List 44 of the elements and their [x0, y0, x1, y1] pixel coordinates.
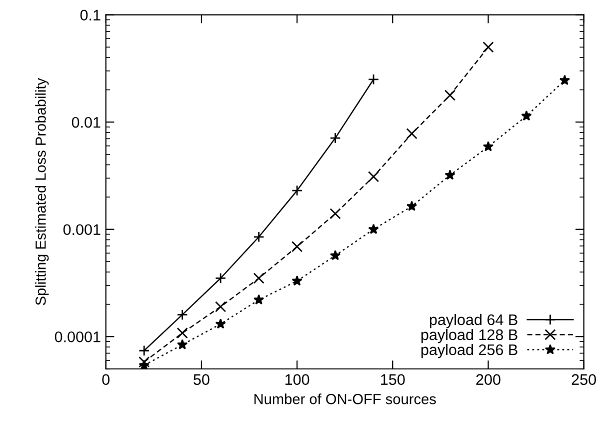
- x-tick-label: 0: [102, 374, 110, 385]
- point: [330, 250, 341, 260]
- x-axis-title: Number of ON-OFF sources: [254, 394, 436, 404]
- point: [215, 272, 226, 284]
- point: [253, 272, 264, 284]
- x-tick-label: 150: [381, 374, 405, 385]
- point: [368, 171, 380, 182]
- point: [292, 241, 303, 252]
- point: [177, 339, 188, 350]
- x-tick-label: 100: [285, 374, 310, 385]
- y-tick-label: 0.01: [72, 116, 100, 128]
- point: [176, 327, 188, 339]
- point: [444, 170, 456, 180]
- point: [138, 356, 150, 368]
- point: [521, 110, 532, 121]
- point: [482, 42, 494, 53]
- point: [292, 275, 302, 286]
- point: [406, 128, 418, 140]
- point: [559, 74, 570, 85]
- point: [368, 224, 379, 234]
- y-tick-label: 0.001: [63, 224, 100, 236]
- point: [368, 74, 380, 85]
- point: [138, 345, 150, 356]
- point: [138, 360, 150, 369]
- x-tick-label: 250: [572, 374, 596, 385]
- point: [254, 294, 264, 304]
- y-tick-label: 0.0001: [54, 331, 100, 342]
- x-tick-label: 200: [476, 374, 500, 385]
- point: [406, 200, 418, 211]
- y-axis-title: Splitting Estimated Loss Probability: [35, 78, 49, 306]
- point: [330, 208, 341, 220]
- point: [215, 318, 226, 329]
- legend-label: payload 64 B: [430, 314, 518, 328]
- legend-label: payload 128 B: [421, 328, 518, 344]
- x-tick-label: 50: [194, 374, 210, 385]
- y-tick-label: 0.1: [80, 10, 100, 21]
- point: [444, 90, 456, 101]
- point: [176, 309, 188, 320]
- point: [482, 141, 494, 152]
- point: [292, 184, 303, 196]
- point: [215, 301, 226, 312]
- point: [330, 132, 341, 144]
- point: [253, 231, 264, 242]
- legend-label: payload 256 B: [421, 344, 518, 358]
